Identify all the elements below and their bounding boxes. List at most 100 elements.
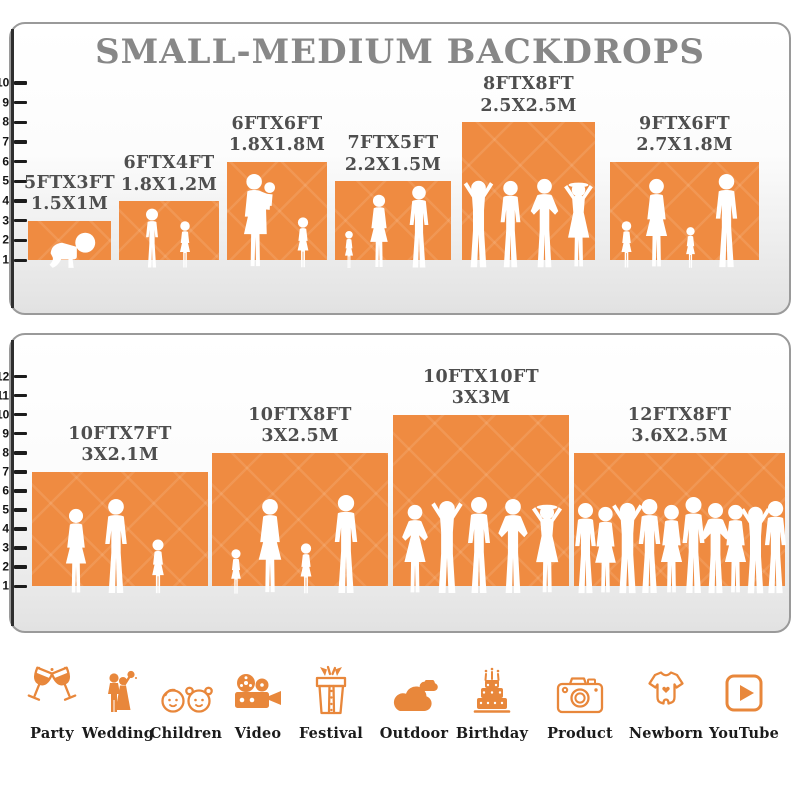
ruler-tick xyxy=(14,374,27,379)
silhouette-man xyxy=(105,498,127,594)
party-icon xyxy=(6,662,98,716)
backdrop-size-label: 9FTX6FT 2.7X1.8M xyxy=(636,114,732,157)
silhouette-girl xyxy=(300,543,312,594)
use-case-label: Newborn xyxy=(628,725,704,742)
use-case-label: Birthday xyxy=(455,725,529,742)
silhouette-manhips xyxy=(701,502,730,594)
ruler-tick xyxy=(14,451,27,455)
size-meters: 3.6X2.5M xyxy=(631,426,728,447)
ruler-tick-number: 3 xyxy=(2,540,9,555)
silhouette-manhips xyxy=(498,498,528,594)
silhouette-woman xyxy=(724,504,747,593)
silhouette-woman xyxy=(370,194,388,267)
ruler-tick-number: 4 xyxy=(2,193,9,208)
size-feet: 12FTX8FT xyxy=(627,404,732,425)
silhouette-girl xyxy=(621,221,632,268)
use-case-outdoor: Outdoor xyxy=(368,662,460,742)
backdrop-box-9ftx6ft xyxy=(610,161,759,268)
use-case-label: Video xyxy=(234,725,282,742)
ruler-tick-number: 9 xyxy=(2,426,9,441)
ruler-tick xyxy=(14,565,27,569)
silhouette-man xyxy=(715,173,738,268)
size-feet: 10FTX10FT xyxy=(423,366,539,387)
ruler-tick xyxy=(14,413,27,417)
silhouette-man xyxy=(682,496,705,593)
size-feet: 10FTX7FT xyxy=(68,423,172,444)
backdrop-size-label: 5FTX3FT 1.5X1M xyxy=(24,173,115,216)
ruler-tick-number: 1 xyxy=(2,252,9,267)
ruler-tick-number: 10 xyxy=(0,407,10,422)
use-case-video: Video xyxy=(212,662,304,742)
ruler-tick-number: 7 xyxy=(2,464,9,479)
size-meters: 2.5X2.5M xyxy=(480,95,577,116)
ruler-tick-number: 6 xyxy=(2,154,9,169)
children-icon xyxy=(140,662,232,716)
ruler-tick xyxy=(14,160,27,164)
use-case-row: Party Wedding xyxy=(0,662,800,772)
ruler-tick xyxy=(14,199,27,203)
backdrop-size-label: 12FTX8FT 3.6X2.5M xyxy=(628,405,731,448)
ruler-tick xyxy=(14,508,27,512)
silhouette-girl xyxy=(345,230,353,268)
silhouette-boy xyxy=(146,208,158,268)
use-case-product: Product xyxy=(534,662,626,742)
silhouette-woman xyxy=(65,508,87,593)
video-icon xyxy=(212,662,304,716)
use-case-festival: Festival xyxy=(285,662,377,742)
backdrop-size-label: 6FTX6FT 1.8X1.8M xyxy=(229,114,325,157)
size-meters: 1.8X1.2M xyxy=(120,174,218,195)
use-case-label: Wedding xyxy=(81,725,155,742)
silhouette-woman xyxy=(645,178,668,267)
use-case-label: Festival xyxy=(298,725,364,742)
ruler-tick xyxy=(14,81,27,85)
backdrop-size-label: 10FTX7FT 3X2.1M xyxy=(68,424,171,467)
silhouette-girl xyxy=(152,539,164,594)
ruler-tick xyxy=(14,219,27,223)
silhouette-man xyxy=(575,502,596,594)
silhouette-man xyxy=(500,180,521,268)
silhouette-womanuphat xyxy=(531,504,563,593)
size-feet: 10FTX8FT xyxy=(248,404,352,425)
ruler-tick xyxy=(14,546,27,550)
silhouette-womanhips xyxy=(402,504,428,593)
ruler-tick-number: 5 xyxy=(2,173,9,188)
size-meters: 3X2.5M xyxy=(261,426,339,447)
backdrop-box-10ftx7ft xyxy=(32,471,208,594)
ruler-tick xyxy=(14,489,27,493)
ruler-tick-number: 4 xyxy=(2,521,9,536)
size-meters: 1.8X1.8M xyxy=(228,135,326,156)
backdrop-box-5ftx3ft xyxy=(28,220,111,268)
ruler-tick xyxy=(14,179,27,184)
silhouette-manhips xyxy=(530,178,559,268)
ruler-tick xyxy=(14,527,27,531)
ruler-tick-number: 7 xyxy=(2,134,9,149)
backdrop-box-8ftx8ft xyxy=(462,122,595,268)
backdrop-box-6ftx4ft xyxy=(119,200,219,268)
backdrop-box-12ftx8ft xyxy=(574,452,787,594)
page-title: SMALL-MEDIUM BACKDROPS xyxy=(95,32,705,72)
silhouette-manup xyxy=(463,180,494,268)
backdrop-box-6ftx6ft xyxy=(227,161,327,268)
silhouette-woman xyxy=(258,498,282,593)
silhouette-girl xyxy=(180,221,190,268)
silhouette-manup xyxy=(431,500,463,594)
product-icon xyxy=(534,662,626,716)
ruler-axis-line xyxy=(11,340,14,626)
size-feet: 6FTX4FT xyxy=(123,152,215,173)
silhouette-man xyxy=(468,496,490,593)
ruler-tick-number: 12 xyxy=(0,369,10,384)
panel-medium-backdrops: 12345678910111210FTX7FT3X2.1M10FTX8FT3X2… xyxy=(0,333,791,633)
ruler-tick xyxy=(14,100,27,105)
backdrop-size-label: 10FTX8FT 3X2.5M xyxy=(248,405,351,448)
silhouette-manup xyxy=(612,502,643,594)
ruler-tick xyxy=(14,394,27,398)
use-case-label: Party xyxy=(30,725,74,742)
silhouette-man xyxy=(334,495,358,593)
backdrop-size-label: 8FTX8FT 2.5X2.5M xyxy=(480,74,576,117)
use-case-label: Product xyxy=(547,725,613,742)
size-meters: 3X2.1M xyxy=(81,445,159,466)
backdrop-box-10ftx8ft xyxy=(212,452,388,594)
outdoor-icon xyxy=(368,662,460,716)
use-case-label: Children xyxy=(149,725,223,742)
silhouette-girl xyxy=(297,217,309,268)
